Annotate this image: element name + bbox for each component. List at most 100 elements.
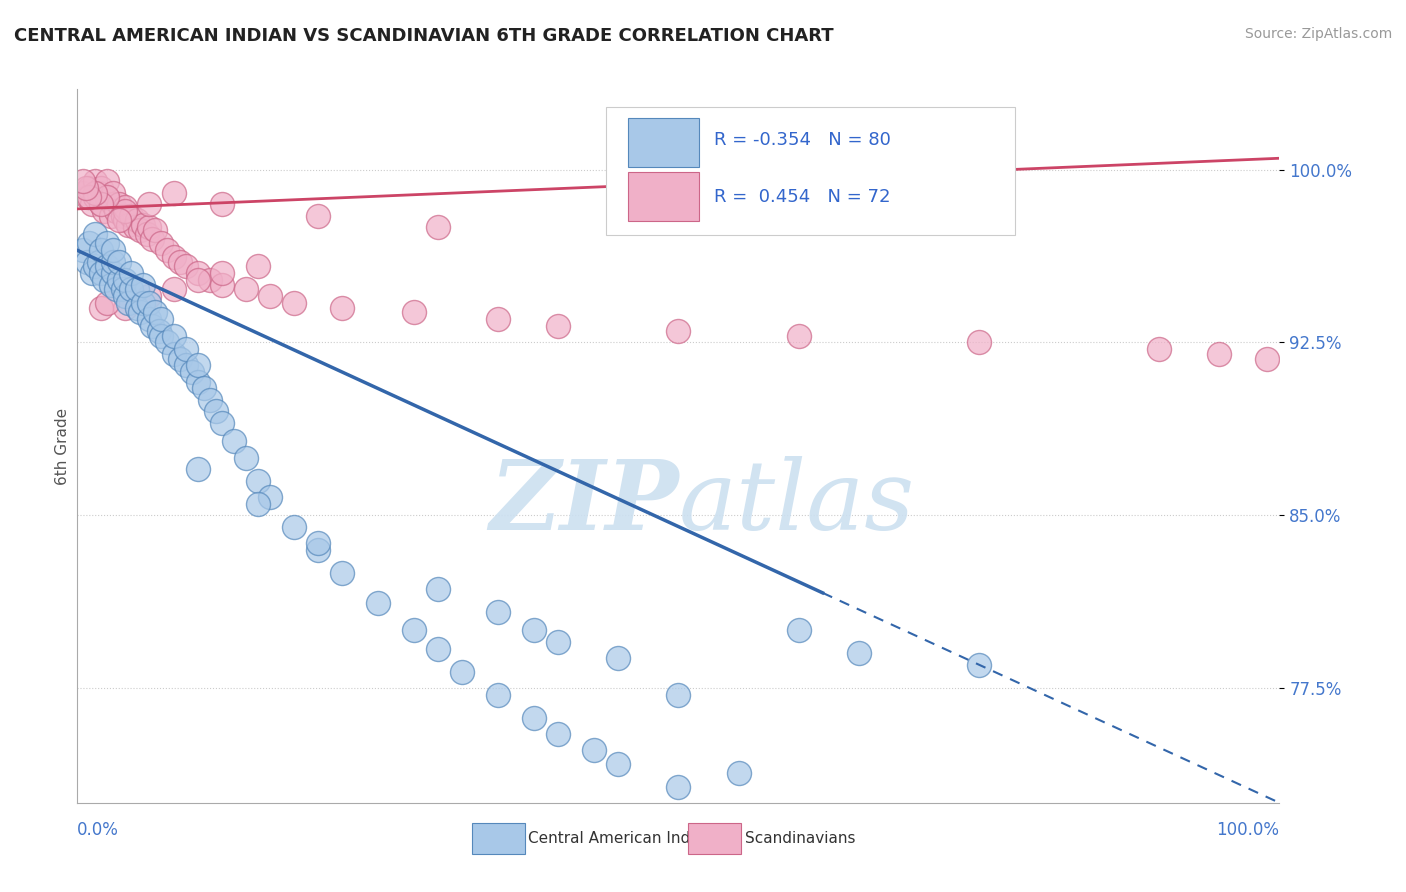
Text: ZIP: ZIP <box>489 456 679 550</box>
Point <box>486 312 509 326</box>
Point <box>259 289 281 303</box>
Point <box>402 305 425 319</box>
Point <box>283 296 305 310</box>
Point <box>104 283 127 297</box>
Point <box>103 244 125 258</box>
Y-axis label: 6th Grade: 6th Grade <box>55 408 70 484</box>
Point <box>259 490 281 504</box>
Point <box>80 266 103 280</box>
FancyBboxPatch shape <box>688 822 741 855</box>
Point <box>283 519 305 533</box>
Point <box>90 181 112 195</box>
Point <box>145 305 167 319</box>
Point <box>120 266 142 280</box>
Point <box>111 209 134 223</box>
Point <box>127 301 149 315</box>
Point <box>402 623 425 637</box>
Point <box>148 324 170 338</box>
FancyBboxPatch shape <box>628 172 699 221</box>
Point <box>114 273 136 287</box>
Point <box>138 312 160 326</box>
Point <box>547 319 569 334</box>
Point <box>787 328 810 343</box>
Point <box>150 236 173 251</box>
Point <box>211 266 233 280</box>
Point <box>128 222 150 236</box>
Point <box>186 359 209 373</box>
Point <box>235 450 257 465</box>
Point <box>668 324 690 338</box>
Point <box>128 305 150 319</box>
Point <box>138 289 160 303</box>
Point <box>211 197 233 211</box>
Point <box>427 641 450 656</box>
Point <box>1256 351 1278 366</box>
Point <box>145 222 167 236</box>
Point <box>727 765 749 780</box>
Point <box>79 236 101 251</box>
Point <box>156 335 179 350</box>
Point <box>668 780 690 794</box>
Point <box>136 227 159 242</box>
Point <box>235 283 257 297</box>
Point <box>124 220 146 235</box>
Point <box>174 359 197 373</box>
Point <box>198 392 221 407</box>
Point <box>186 273 209 287</box>
Point <box>117 296 139 310</box>
Point <box>87 186 110 200</box>
Point <box>427 220 450 235</box>
Point <box>79 190 101 204</box>
Point <box>162 328 184 343</box>
Point <box>79 181 101 195</box>
Point <box>84 190 107 204</box>
Point <box>108 255 131 269</box>
Point <box>141 232 163 246</box>
Point <box>307 535 329 549</box>
Point <box>583 743 606 757</box>
Point <box>96 174 118 188</box>
Point <box>967 335 990 350</box>
Point <box>607 756 630 771</box>
Point <box>180 365 202 379</box>
FancyBboxPatch shape <box>606 107 1015 235</box>
Point <box>75 181 97 195</box>
Point <box>141 319 163 334</box>
Point <box>117 218 139 232</box>
Point <box>103 255 125 269</box>
FancyBboxPatch shape <box>471 822 524 855</box>
Point <box>486 688 509 702</box>
Point <box>162 186 184 200</box>
Text: 100.0%: 100.0% <box>1216 822 1279 839</box>
Point <box>211 277 233 292</box>
Point <box>96 260 118 274</box>
Point <box>427 582 450 596</box>
Point <box>330 566 353 580</box>
Point <box>114 204 136 219</box>
Point <box>84 260 107 274</box>
Point <box>96 190 118 204</box>
Point <box>246 497 269 511</box>
Point <box>96 236 118 251</box>
Point <box>127 283 149 297</box>
Point <box>162 283 184 297</box>
Text: Scandinavians: Scandinavians <box>745 831 855 846</box>
Point <box>108 213 131 227</box>
Point <box>93 204 115 219</box>
Point <box>138 220 160 235</box>
Text: Source: ZipAtlas.com: Source: ZipAtlas.com <box>1244 27 1392 41</box>
Point <box>100 277 122 292</box>
Point <box>80 197 103 211</box>
Point <box>150 312 173 326</box>
Point <box>156 244 179 258</box>
Point <box>90 244 112 258</box>
Point <box>162 347 184 361</box>
Text: Central American Indians: Central American Indians <box>529 831 721 846</box>
Point <box>204 404 226 418</box>
FancyBboxPatch shape <box>628 118 699 167</box>
Point <box>72 174 94 188</box>
Point <box>198 273 221 287</box>
Point <box>967 657 990 672</box>
Point <box>186 462 209 476</box>
Point <box>96 190 118 204</box>
